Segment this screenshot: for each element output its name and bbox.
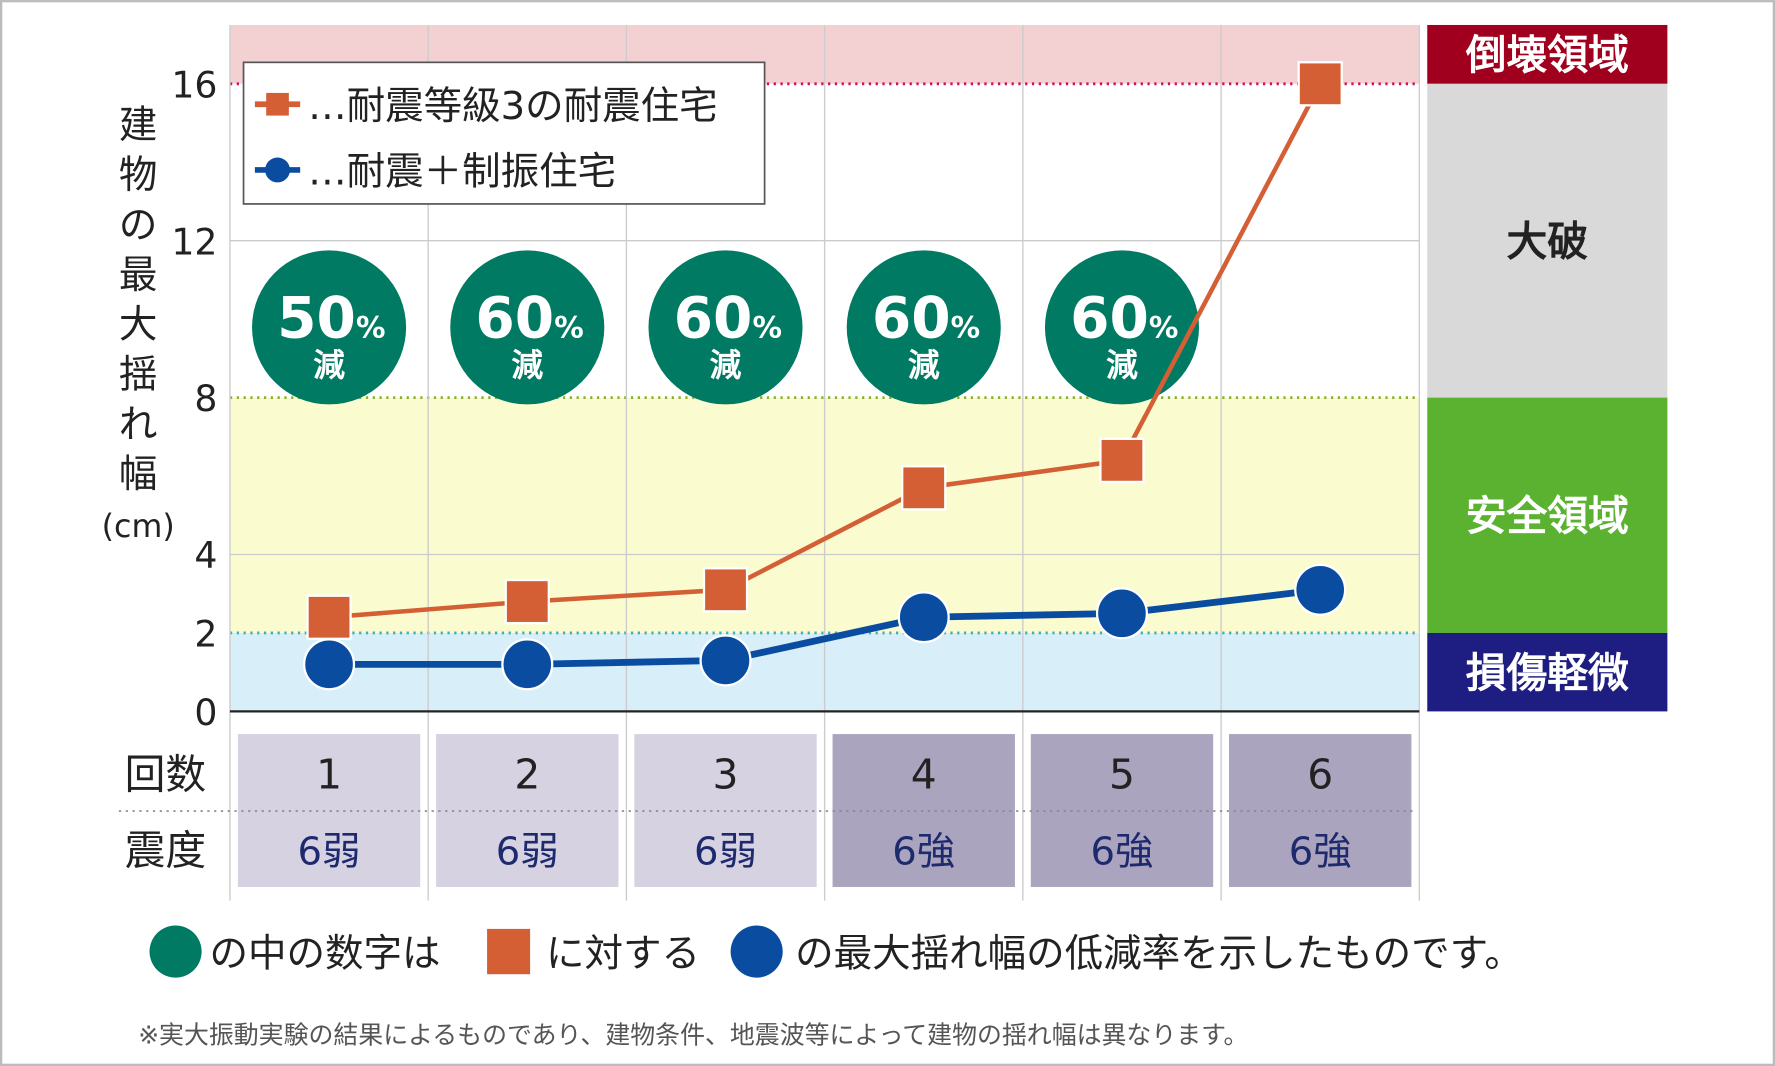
badge-percent-unit: % <box>1149 311 1179 345</box>
badge-percent-unit: % <box>356 311 385 345</box>
caption-part-1: の中の数字は <box>210 931 441 976</box>
y-axis-label-char: れ <box>119 402 158 447</box>
y-axis-label-char: (cm) <box>102 509 175 545</box>
legend-label-series-2: …耐震＋制振住宅 <box>308 150 616 195</box>
data-point-circle <box>303 638 356 691</box>
y-tick-label: 8 <box>194 377 217 420</box>
y-axis-label-char: 建 <box>119 103 158 148</box>
y-axis-label-char: 物 <box>119 153 158 198</box>
badge-percent-value: 60 <box>872 286 951 352</box>
x-category-label: 6 <box>1307 750 1333 798</box>
legend: …耐震等級3の耐震住宅 …耐震＋制振住宅 <box>242 61 766 205</box>
footnote: ※実大振動実験の結果によるものであり、建物条件、地震波等によって建物の揺れ幅は異… <box>138 1020 1248 1049</box>
legend-label-series-1: …耐震等級3の耐震住宅 <box>308 84 717 129</box>
row-label-count: 回数 <box>125 750 207 798</box>
badge-circle <box>846 250 1001 405</box>
badge-percent-value: 60 <box>1070 286 1149 352</box>
badge-percent: 60% <box>1070 286 1178 352</box>
caption-blue-circle-icon <box>730 925 783 978</box>
caption-orange-square-icon <box>487 928 531 975</box>
data-point-circle <box>897 591 950 644</box>
intensity-label: 6強 <box>1090 829 1153 874</box>
y-axis-label-char: 幅 <box>119 452 158 497</box>
intensity-label: 6強 <box>892 829 955 874</box>
reduction-badge-5: 60%減 <box>1044 250 1200 405</box>
intensity-label: 6強 <box>1289 829 1352 874</box>
intensity-label: 6弱 <box>496 829 559 874</box>
zone-block-1 <box>1427 83 1668 398</box>
caption-part-3: の最大揺れ幅の低減率を示したものです。 <box>795 931 1523 976</box>
y-tick-label: 2 <box>194 613 217 656</box>
badge-circle <box>1044 250 1200 405</box>
zone-block-3 <box>1427 632 1668 712</box>
data-point-square <box>504 578 550 625</box>
badge-percent-unit: % <box>554 311 584 345</box>
data-point-circle <box>1294 563 1347 616</box>
badge-circle <box>450 250 605 405</box>
series-line-2 <box>329 586 1321 668</box>
y-axis-label-char: 揺 <box>119 352 158 397</box>
badge-percent: 50% <box>277 286 385 352</box>
legend-square-icon <box>266 92 289 116</box>
y-axis-label-char: の <box>119 203 158 248</box>
badge-circle <box>252 250 407 405</box>
table-cell-bg <box>832 734 1015 887</box>
zone-label-2: 安全領域 <box>1466 492 1629 540</box>
reduction-badge-3: 60%減 <box>648 250 803 405</box>
row-label-intensity: 震度 <box>125 826 207 874</box>
zone-block-0 <box>1427 24 1668 84</box>
badge-percent-unit: % <box>752 311 782 345</box>
data-point-square <box>1297 61 1343 107</box>
data-point-square <box>901 465 947 511</box>
badge-percent-value: 50 <box>277 286 356 352</box>
x-category-label: 4 <box>911 750 937 798</box>
reduction-badge-4: 60%減 <box>846 250 1001 405</box>
data-point-square <box>1099 437 1145 484</box>
data-point-circle <box>1095 587 1149 640</box>
badge-label: 減 <box>908 348 940 384</box>
y-tick-label: 0 <box>194 691 217 734</box>
badge-label: 減 <box>511 348 543 384</box>
table-cell-bg <box>1030 734 1214 887</box>
data-point-circle <box>501 638 554 691</box>
data-point-square <box>306 594 352 640</box>
zone-label-1: 大破 <box>1507 217 1589 265</box>
y-tick-label: 16 <box>171 63 217 106</box>
x-category-label: 5 <box>1109 750 1135 798</box>
intensity-label: 6弱 <box>298 829 361 874</box>
data-point-circle <box>699 634 752 687</box>
badge-percent-value: 60 <box>475 286 554 352</box>
table-cell-bg <box>1229 734 1412 887</box>
caption-green-circle-icon <box>149 925 202 978</box>
badge-label: 減 <box>710 348 742 384</box>
zone-label-3: 損傷軽微 <box>1466 649 1629 697</box>
badge-percent: 60% <box>674 286 782 352</box>
reduction-badge-2: 60%減 <box>450 250 605 405</box>
badge-percent: 60% <box>475 286 583 352</box>
series-line-1 <box>328 82 1323 620</box>
reduction-badge-1: 50%減 <box>252 250 407 405</box>
table-cell-bg <box>237 734 421 887</box>
zone-block-2 <box>1427 397 1668 633</box>
x-category-label: 2 <box>514 750 540 798</box>
y-tick-label: 12 <box>171 220 217 263</box>
y-axis-label-char: 大 <box>119 303 158 348</box>
intensity-label: 6弱 <box>694 829 757 874</box>
badge-percent-value: 60 <box>674 286 753 352</box>
badge-circle <box>648 250 803 405</box>
data-point-square <box>702 567 749 613</box>
caption-part-2: に対する <box>546 931 700 976</box>
y-axis-label-char: 最 <box>119 253 158 298</box>
badge-label: 減 <box>1106 348 1138 384</box>
x-category-label: 3 <box>713 750 739 798</box>
x-category-label: 1 <box>316 750 342 798</box>
y-tick-label: 4 <box>194 534 217 577</box>
zone-label-0: 倒壊領域 <box>1465 31 1629 79</box>
legend-circle-icon <box>265 157 290 183</box>
badge-label: 減 <box>313 348 345 384</box>
badge-percent: 60% <box>872 286 980 352</box>
badge-percent-unit: % <box>951 311 981 345</box>
